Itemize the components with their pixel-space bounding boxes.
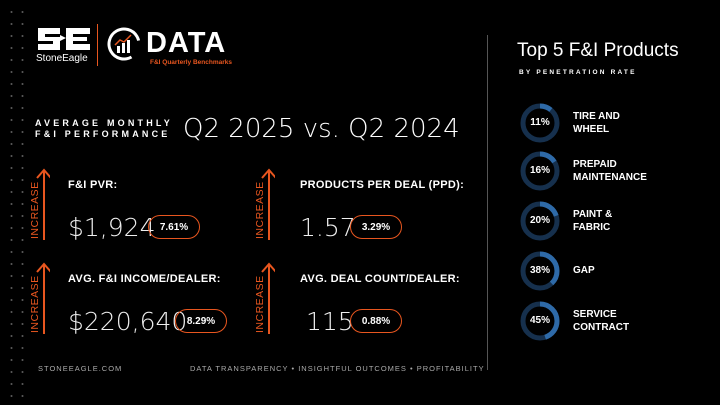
penetration-ring: 45%	[519, 300, 561, 342]
ring-percent: 45%	[529, 315, 550, 326]
product-title: DATA	[146, 27, 227, 59]
donut-chart	[520, 151, 560, 191]
penetration-ring: 11%	[519, 102, 561, 144]
ring-fill	[520, 201, 560, 241]
comparison-title: Q2 2025 vs. Q2 2024	[183, 114, 460, 144]
logo-divider	[97, 24, 98, 66]
heading-line-2: F&I PERFORMANCE	[35, 129, 171, 139]
section-heading: AVERAGE MONTHLY F&I PERFORMANCE	[35, 118, 173, 140]
trend-label: INCREASE	[29, 275, 41, 333]
increase-arrow-icon	[261, 262, 275, 334]
change-badge: 8.29%	[175, 309, 227, 333]
ring-fill	[520, 151, 560, 191]
product-name-line-2: FABRIC	[573, 222, 611, 233]
products-subtitle: BY PENETRATION RATE	[519, 69, 637, 76]
change-badge: 3.29%	[350, 215, 402, 239]
product-name-line-1: PREPAID	[573, 159, 617, 170]
ring-fill	[520, 301, 560, 341]
heading-line-1: AVERAGE MONTHLY	[35, 118, 174, 128]
metric-label: PRODUCTS PER DEAL (PPD):	[300, 179, 465, 191]
penetration-ring: 38%	[519, 250, 561, 292]
ring-fill	[520, 251, 560, 291]
product-name-line-1: SERVICE	[573, 309, 617, 320]
product-name: PAINT & FABRIC	[573, 208, 612, 234]
section-divider	[487, 35, 488, 370]
product-name-line-1: GAP	[573, 265, 595, 276]
trend-label: INCREASE	[29, 181, 41, 239]
product-name-line-1: PAINT &	[573, 209, 613, 220]
penetration-ring: 16%	[519, 150, 561, 192]
trend-label: INCREASE	[254, 181, 266, 239]
product-subtitle: F&I Quarterly Benchmarks	[150, 59, 233, 66]
product-name: TIRE AND WHEEL	[573, 110, 620, 136]
metric-label: AVG. F&I INCOME/DEALER:	[68, 273, 221, 285]
stoneeagle-logo-icon	[38, 28, 90, 50]
product-name: SERVICE CONTRACT	[573, 308, 629, 334]
metric-value: $220,640	[68, 307, 188, 336]
footer-tagline: DATA TRANSPARENCY • INSIGHTFUL OUTCOMES …	[190, 364, 485, 373]
footer-site: STONEEAGLE.COM	[38, 364, 123, 373]
donut-chart	[520, 251, 560, 291]
donut-chart	[520, 103, 560, 143]
metric-label: AVG. DEAL COUNT/DEALER:	[300, 273, 460, 285]
products-title: Top 5 F&I Products	[517, 40, 679, 61]
metric-value: 1.57	[300, 213, 356, 242]
product-name: PREPAID MAINTENANCE	[573, 158, 647, 184]
ring-percent: 38%	[529, 265, 550, 276]
decorative-dot-grid	[6, 6, 32, 399]
product-name-line-1: TIRE AND	[573, 111, 620, 122]
trend-label: INCREASE	[254, 275, 266, 333]
change-badge: 0.88%	[350, 309, 402, 333]
increase-arrow-icon	[36, 262, 50, 334]
product-name-line-2: WHEEL	[573, 124, 610, 135]
increase-arrow-icon	[261, 168, 275, 240]
change-badge: 7.61%	[148, 215, 200, 239]
product-name-line-2: CONTRACT	[573, 322, 630, 333]
product-name-line-2: MAINTENANCE	[573, 172, 647, 183]
donut-chart	[520, 201, 560, 241]
brand-name: StoneEagle	[36, 53, 88, 64]
penetration-ring: 20%	[519, 200, 561, 242]
metric-value: $1,924	[68, 213, 156, 242]
metric-label: F&I PVR:	[68, 179, 118, 191]
ring-percent: 11%	[530, 117, 550, 128]
ring-fill	[520, 103, 560, 143]
product-name: GAP	[573, 264, 595, 277]
ring-percent: 16%	[529, 165, 550, 176]
ring-percent: 20%	[529, 215, 550, 226]
data-chart-logo-icon	[107, 27, 141, 61]
increase-arrow-icon	[36, 168, 50, 240]
metric-value: 115	[306, 307, 354, 336]
donut-chart	[520, 301, 560, 341]
